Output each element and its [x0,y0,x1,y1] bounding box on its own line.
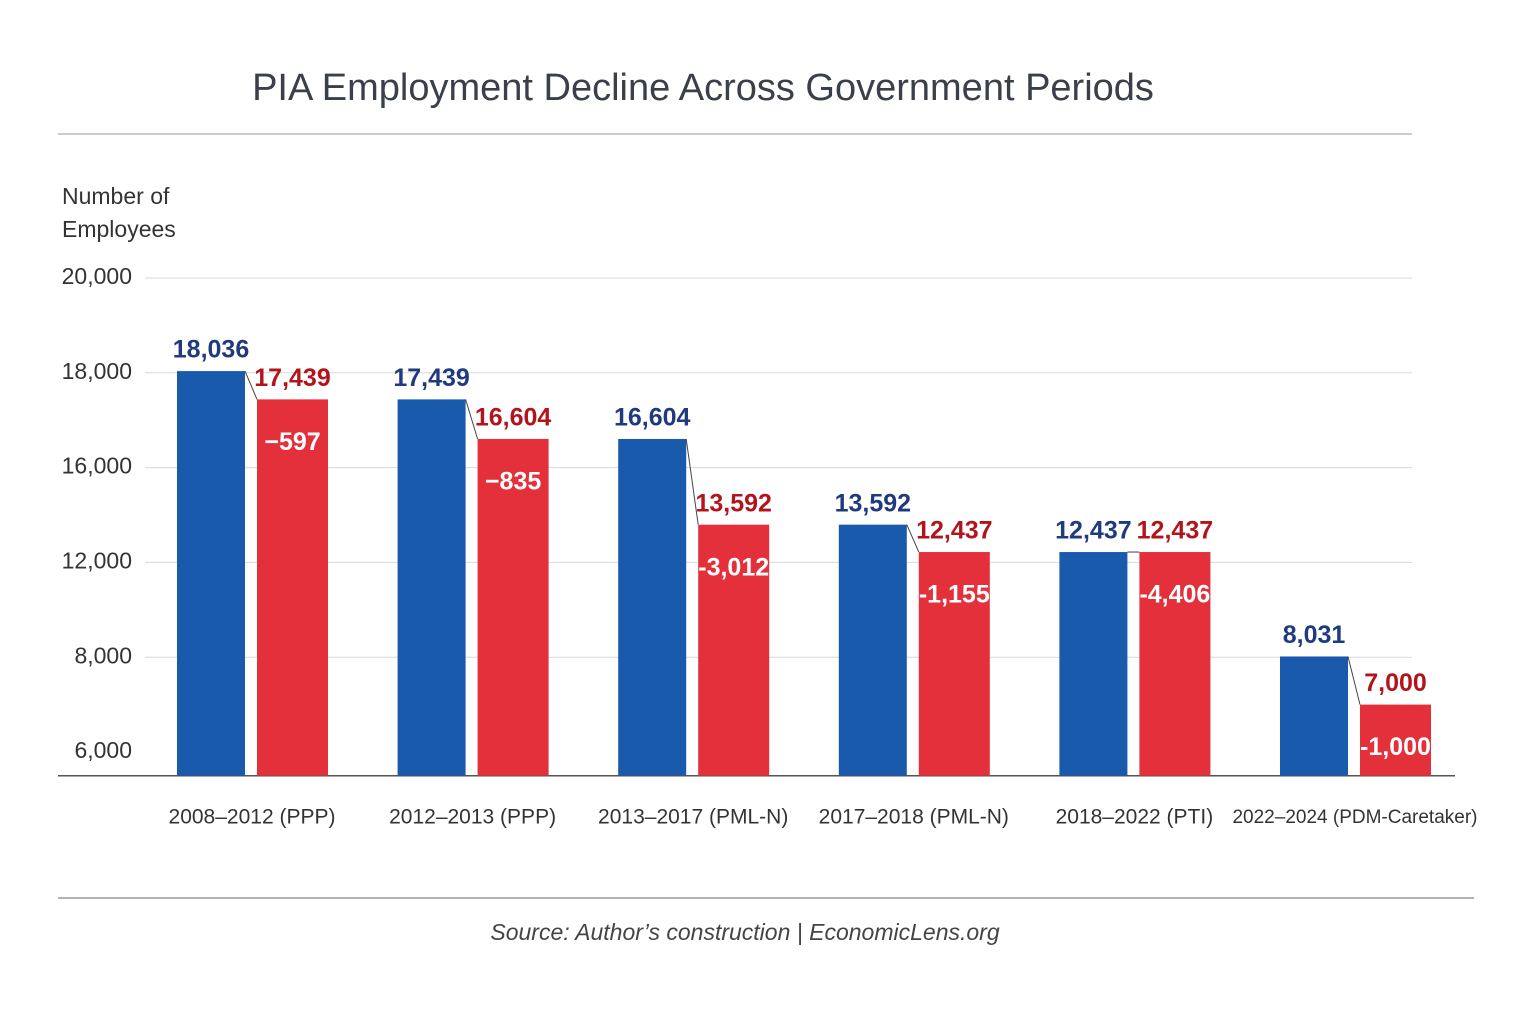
value-label: 8,031 [1283,621,1346,649]
x-tick-label: 2018–2022 (PTI) [1056,806,1214,829]
value-label: 12,437 [1137,517,1213,545]
bar [838,524,907,776]
change-label: -4,406 [1139,581,1210,609]
bar [618,438,687,776]
value-label: 16,604 [614,404,691,432]
value-label: 12,437 [916,517,992,545]
chart-title: PIA Employment Decline Across Government… [252,67,1154,109]
change-label: −835 [485,468,541,496]
change-label: −597 [264,428,320,456]
bar [1280,656,1348,776]
value-label: 17,439 [254,364,330,392]
connector [685,438,699,525]
bar [177,371,245,776]
bar [918,552,990,776]
value-label: 13,592 [835,489,911,517]
value-label: 13,592 [695,489,771,517]
y-tick-label: 8,000 [74,642,132,668]
value-label: 18,036 [173,336,249,364]
change-label: -1,155 [919,581,990,609]
bar [1059,552,1128,776]
source: Source: Author’s construction | Economic… [490,919,999,945]
connector [906,524,920,553]
bar [1139,552,1211,776]
x-tick-label: 2017–2018 (PML-N) [819,806,1009,829]
connector [465,399,479,440]
connector [244,370,258,400]
bar [698,524,770,776]
bar [1360,704,1431,776]
value-label: 12,437 [1055,517,1131,545]
y-tick-label: 18,000 [62,358,132,384]
connector [1347,656,1361,705]
y-tick-label: 12,000 [62,547,132,573]
value-label: 17,439 [393,364,469,392]
y-tick-label: 16,000 [62,453,132,479]
bar [477,438,549,776]
y-axis-title: Number of Employees [62,183,176,242]
change-label: -1,000 [1360,733,1431,761]
x-tick-label: 2012–2013 (PPP) [389,806,556,829]
value-label: 7,000 [1364,669,1427,697]
value-label: 16,604 [475,404,552,432]
x-tick-label: 2008–2012 (PPP) [169,806,336,829]
change-label: -3,012 [698,553,769,581]
y-tick-label: 20,000 [62,263,132,289]
bar [257,399,328,776]
bar [397,399,466,776]
x-tick-label: 2022–2024 (PDM-Caretaker) [1232,807,1477,828]
y-tick-label: 6,000 [74,737,132,763]
x-tick-label: 2013–2017 (PML-N) [598,806,788,829]
